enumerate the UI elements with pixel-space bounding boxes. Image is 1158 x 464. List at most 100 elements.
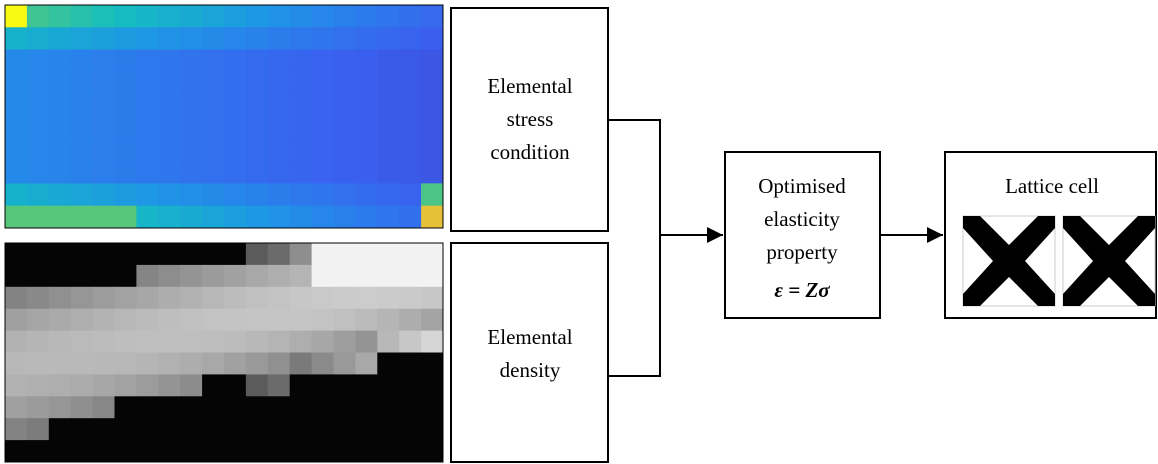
map-cell	[49, 243, 71, 265]
map-cell	[312, 309, 334, 331]
map-cell	[71, 27, 93, 50]
map-cell	[93, 139, 115, 162]
map-cell	[399, 353, 421, 375]
map-cell	[93, 396, 115, 418]
map-cell	[136, 243, 158, 265]
map-cell	[224, 27, 246, 50]
map-cell	[158, 117, 180, 140]
map-cell	[180, 265, 202, 287]
map-cell	[115, 27, 137, 50]
map-cell	[115, 396, 137, 418]
map-cell	[136, 418, 158, 440]
map-cell	[180, 440, 202, 462]
map-cell	[71, 287, 93, 309]
map-cell	[377, 353, 399, 375]
map-cell	[246, 183, 268, 206]
map-cell	[290, 374, 312, 396]
map-cell	[202, 265, 224, 287]
map-cell	[246, 94, 268, 117]
map-cell	[399, 243, 421, 265]
map-cell	[312, 27, 334, 50]
map-cell	[93, 94, 115, 117]
map-cell	[136, 309, 158, 331]
map-cell	[180, 27, 202, 50]
map-cell	[421, 265, 443, 287]
map-cell	[399, 5, 421, 28]
map-cell	[399, 161, 421, 184]
map-cell	[421, 374, 443, 396]
map-cell	[421, 161, 443, 184]
map-cell	[268, 331, 290, 353]
map-cell	[268, 161, 290, 184]
map-cell	[377, 161, 399, 184]
map-cell	[93, 374, 115, 396]
map-cell	[115, 243, 137, 265]
map-cell	[290, 139, 312, 162]
map-cell	[202, 287, 224, 309]
map-cell	[421, 94, 443, 117]
map-cell	[71, 206, 93, 229]
map-cell	[224, 72, 246, 95]
map-cell	[136, 396, 158, 418]
map-cell	[290, 5, 312, 28]
map-cell	[224, 353, 246, 375]
map-cell	[49, 418, 71, 440]
map-cell	[421, 287, 443, 309]
map-cell	[49, 331, 71, 353]
map-cell	[136, 139, 158, 162]
map-cell	[377, 309, 399, 331]
map-cell	[224, 161, 246, 184]
lattice-label: Lattice cell	[1005, 174, 1099, 198]
map-cell	[202, 396, 224, 418]
map-cell	[334, 243, 356, 265]
map-cell	[158, 139, 180, 162]
map-cell	[49, 440, 71, 462]
map-cell	[136, 206, 158, 229]
map-cell	[27, 309, 49, 331]
map-cell	[312, 206, 334, 229]
map-cell	[268, 243, 290, 265]
map-cell	[49, 161, 71, 184]
map-cell	[246, 440, 268, 462]
map-cell	[27, 243, 49, 265]
map-cell	[246, 309, 268, 331]
property-label: elasticity	[764, 207, 840, 231]
map-cell	[202, 440, 224, 462]
map-cell	[202, 418, 224, 440]
map-cell	[334, 331, 356, 353]
map-cell	[71, 5, 93, 28]
map-cell	[93, 50, 115, 73]
map-cell	[312, 374, 334, 396]
map-cell	[5, 5, 27, 28]
map-cell	[224, 440, 246, 462]
density-map	[5, 243, 444, 463]
map-cell	[180, 243, 202, 265]
map-cell	[290, 265, 312, 287]
map-cell	[71, 117, 93, 140]
map-cell	[399, 287, 421, 309]
map-cell	[115, 94, 137, 117]
map-cell	[71, 50, 93, 73]
map-cell	[246, 243, 268, 265]
map-cell	[246, 117, 268, 140]
map-cell	[202, 374, 224, 396]
map-cell	[355, 331, 377, 353]
map-cell	[421, 50, 443, 73]
map-cell	[246, 5, 268, 28]
map-cell	[115, 418, 137, 440]
map-cell	[224, 5, 246, 28]
map-cell	[421, 331, 443, 353]
stress-label: condition	[490, 140, 570, 164]
map-cell	[136, 94, 158, 117]
map-cell	[71, 331, 93, 353]
map-cell	[49, 5, 71, 28]
property-label: property	[766, 240, 838, 264]
map-cell	[399, 440, 421, 462]
map-cell	[377, 117, 399, 140]
map-cell	[334, 27, 356, 50]
map-cell	[27, 265, 49, 287]
map-cell	[355, 72, 377, 95]
map-cell	[5, 418, 27, 440]
map-cell	[136, 50, 158, 73]
map-cell	[115, 5, 137, 28]
